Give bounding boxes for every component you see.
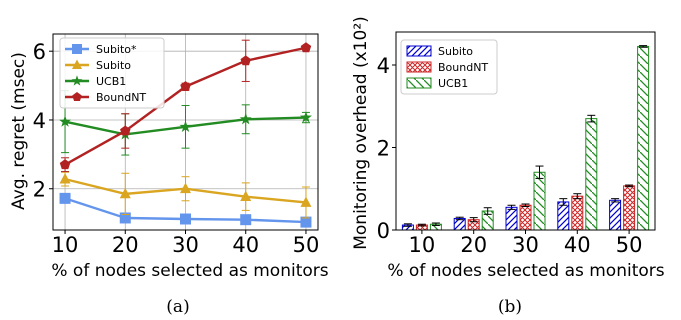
series-subito [401, 198, 622, 231]
chart-a-x-tick-label: 10 [52, 233, 79, 257]
chart-b-x-tick-label: 10 [409, 233, 436, 257]
data-point-subito [180, 182, 191, 194]
data-point-subito [300, 216, 312, 228]
chart-b-y-tick-label: 2 [377, 137, 390, 161]
bar-boundnt [623, 185, 636, 231]
data-point-subito [119, 212, 131, 224]
chart-a-y-tick-label: 2 [33, 178, 46, 202]
legend-marker-subito [72, 44, 82, 54]
data-point-subito [119, 187, 131, 199]
legend-label-boundnt: BoundNT [438, 61, 488, 74]
chart-b-y-ticks: 0 2 4 [377, 54, 396, 243]
bar-ucb1 [533, 171, 546, 231]
chart-a-y-tick-label: 4 [33, 109, 46, 133]
chart-a-x-ticks: 10 20 30 40 50 [52, 230, 320, 257]
chart-b-x-tick-label: 50 [616, 233, 643, 257]
chart-b: 0 2 4 10 20 30 40 50 Subito BoundNT UCB1 % of no… [351, 16, 665, 317]
data-point-boundnt [180, 81, 191, 92]
legend-label-subito: Subito [438, 45, 473, 58]
chart-a-x-tick-label: 30 [172, 233, 199, 257]
data-point-ucb1 [299, 111, 312, 123]
legend-swatch-ucb1 [406, 77, 432, 89]
bar-boundnt [519, 204, 532, 231]
legend-swatch-boundnt [406, 61, 432, 73]
data-point-subito [240, 190, 252, 202]
legend-label-subito: Subito* [96, 43, 137, 56]
data-point-boundnt [300, 42, 312, 53]
series-boundnt [415, 184, 636, 231]
data-point-subito [180, 213, 191, 225]
data-point-boundnt [120, 125, 131, 136]
legend-marker-boundnt [72, 92, 82, 102]
legend-marker-subito [72, 59, 82, 69]
data-point-subito [240, 214, 252, 226]
bar-boundnt [571, 195, 584, 231]
data-point-ucb1 [179, 120, 192, 132]
chart-a-caption: (a) [166, 297, 189, 317]
chart-b-x-tick-label: 20 [460, 233, 487, 257]
bar-subito [609, 199, 622, 231]
series-boundnt [59, 39, 312, 173]
legend-marker-ucb1 [71, 75, 83, 86]
chart-a-x-tick-label: 40 [232, 233, 259, 257]
data-point-boundnt [59, 159, 71, 170]
bar-ucb1 [585, 118, 598, 231]
chart-a: 246 10 20 30 40 50 Subito*SubitoUCB1BoundNT … [9, 33, 329, 317]
bar-ucb1 [637, 45, 650, 231]
chart-b-y-tick-label: 4 [377, 54, 390, 78]
data-point-boundnt [240, 55, 251, 66]
data-point-subito [59, 192, 71, 204]
series-ucb1 [429, 45, 650, 231]
legend-swatch-subito [406, 45, 432, 57]
chart-b-y-tick-label: 0 [377, 219, 390, 243]
chart-b-caption: (b) [498, 297, 522, 317]
data-point-subito [300, 196, 312, 207]
series-subito [59, 171, 312, 219]
chart-b-y-label: Monitoring overhead (x10²) [351, 16, 371, 250]
bar-subito [505, 206, 518, 231]
bar-subito [557, 201, 570, 231]
chart-b-x-ticks: 10 20 30 40 50 [409, 230, 643, 257]
chart-b-x-label: % of nodes selected as monitors [387, 261, 664, 281]
chart-b-legend: Subito BoundNT UCB1 [400, 39, 498, 95]
chart-a-series [59, 39, 312, 228]
chart-a-y-label: Avg. regret (msec) [9, 52, 29, 210]
chart-a-y-ticks: 2 4 6 [33, 40, 53, 202]
chart-a-x-label: % of nodes selected as monitors [51, 261, 328, 281]
data-point-ucb1 [59, 115, 72, 127]
chart-a-y-tick-label: 6 [33, 40, 46, 64]
series-subito [59, 192, 312, 228]
legend-label-subito: Subito [96, 59, 131, 72]
legend-label-ucb1: UCB1 [438, 77, 468, 90]
chart-b-x-tick-label: 30 [512, 233, 539, 257]
legend-label-ucb1: UCB1 [96, 75, 126, 88]
data-point-subito [59, 173, 71, 184]
chart-a-legend: Subito* Subito UCB1 BoundNT [59, 37, 165, 109]
legend-box [59, 37, 165, 109]
data-point-ucb1 [239, 112, 252, 125]
chart-b-x-tick-label: 40 [564, 233, 591, 257]
chart-a-x-tick-label: 50 [293, 233, 320, 257]
chart-a-x-tick-label: 20 [112, 233, 139, 257]
legend-label-boundnt: BoundNT [96, 91, 146, 104]
chart-b-bars [401, 45, 650, 231]
